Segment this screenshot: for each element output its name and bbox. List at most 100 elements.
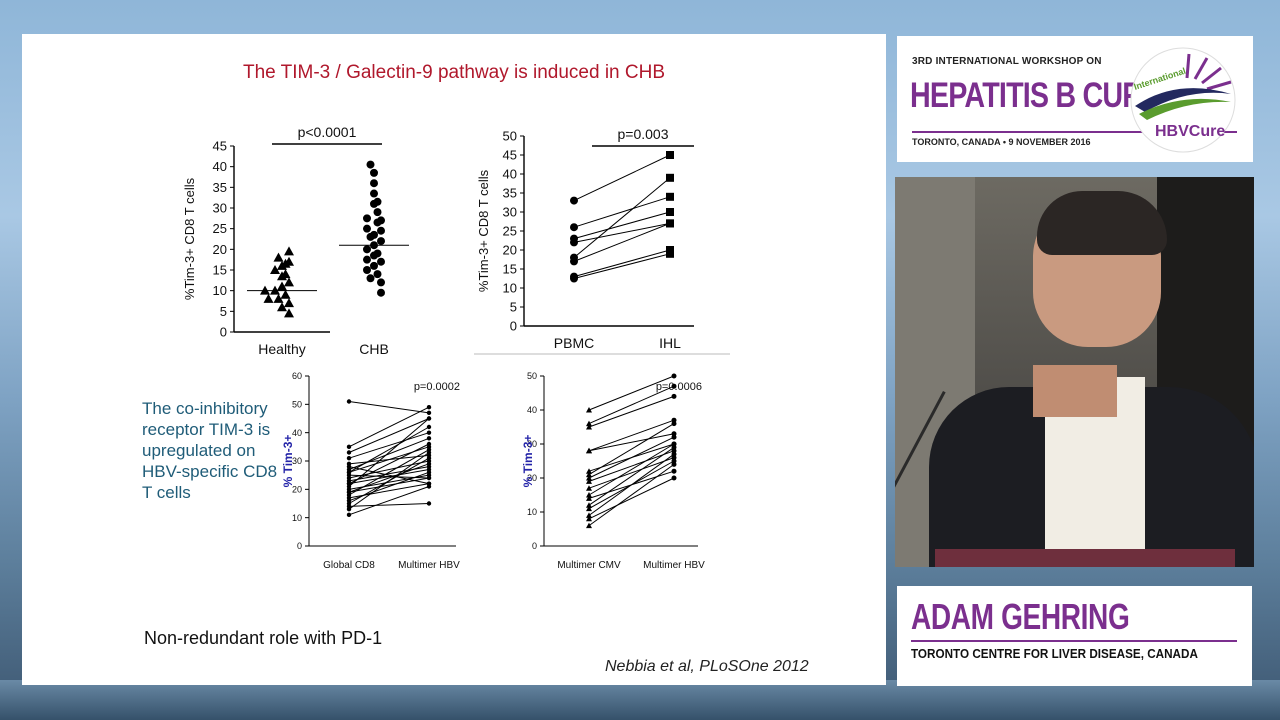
pair-line	[573, 222, 671, 243]
pair-line	[573, 253, 671, 279]
data-point-circle	[377, 288, 385, 297]
data-point-circle	[570, 223, 578, 232]
pair-line	[573, 211, 671, 240]
data-point-triangle	[260, 285, 270, 295]
data-point-circle	[671, 451, 677, 457]
data-point-circle	[373, 208, 382, 217]
x-category-label: Multimer HBV	[643, 560, 705, 571]
y-tick-label: 30	[527, 439, 537, 449]
workshop-superscript: 3RD INTERNATIONAL WORKSHOP ON	[912, 56, 1102, 67]
data-point-circle	[346, 399, 352, 404]
workshop-banner: 3RD INTERNATIONAL WORKSHOP ON HEPATITIS …	[897, 36, 1253, 162]
bottom-note: Non-redundant role with PD-1	[144, 628, 383, 648]
data-point-circle	[346, 470, 352, 475]
y-tick-label: 0	[220, 325, 227, 340]
data-point-circle	[426, 461, 432, 467]
pair-line	[573, 222, 671, 262]
x-category-label: CHB	[359, 341, 389, 357]
pair-line	[588, 423, 675, 476]
data-point-circle	[671, 421, 677, 427]
pair-line	[588, 433, 675, 452]
data-point-circle	[671, 461, 677, 467]
speaker-affiliation: TORONTO CENTRE FOR LIVER DISEASE, CANADA	[911, 646, 1198, 661]
y-tick-label: 0	[297, 541, 302, 551]
data-point-circle	[346, 506, 352, 512]
data-point-circle	[671, 468, 677, 474]
data-point-triangle	[586, 505, 592, 512]
y-tick-label: 20	[213, 242, 227, 257]
p-value-annotation: p=0.0006	[656, 381, 702, 393]
data-point-circle	[370, 168, 378, 177]
speaker-video	[895, 177, 1254, 567]
pair-line	[588, 453, 675, 516]
data-point-triangle	[284, 246, 294, 256]
y-tick-label: 30	[292, 456, 302, 466]
logo-main-text: HBVCure	[1155, 123, 1225, 140]
pair-line	[573, 177, 671, 258]
y-tick-label: 50	[527, 371, 537, 381]
chart-paired-pbmc-ihl: 0 5 10 15 20 25 30 35 40 45 50 PBMC IHL %Tim-3+ CD8 T…	[476, 126, 694, 351]
data-point-triangle	[586, 420, 592, 427]
data-point-triangle	[270, 265, 280, 274]
chart-paired-global-hbv: 0 10 20 30 40 50 60 Global CD8 Multimer HBV % Tim…	[281, 371, 460, 571]
x-category-label: PBMC	[554, 335, 594, 351]
pair-line	[348, 503, 430, 507]
data-point-triangle	[586, 495, 592, 501]
data-point-circle	[373, 218, 382, 227]
data-point-triangle	[284, 308, 294, 318]
y-tick-label: 30	[213, 201, 227, 216]
data-point-circle	[426, 455, 432, 461]
data-point-circle	[363, 245, 371, 254]
charts-canvas: 0 5 10 15 20 25 30 35 40 45 Healthy CHB %Tim-3+ CD8 …	[182, 124, 730, 571]
data-point-circle	[366, 274, 375, 283]
data-point-circle	[570, 238, 578, 247]
y-tick-label: 40	[503, 167, 517, 182]
data-point-circle	[363, 266, 371, 274]
pair-line	[348, 477, 430, 493]
data-point-circle	[426, 484, 432, 489]
data-point-triangle	[273, 293, 284, 303]
data-point-circle	[373, 270, 382, 279]
y-tick-label: 30	[503, 205, 517, 220]
presentation-slide: The TIM-3 / Galectin-9 pathway is induce…	[22, 34, 886, 685]
pair-line	[588, 395, 675, 428]
citation: Nebbia et al, PLoSOne 2012	[605, 658, 809, 675]
data-point-circle	[426, 501, 432, 506]
data-point-triangle	[586, 468, 592, 474]
data-point-circle	[671, 373, 677, 379]
name-rule	[911, 640, 1237, 642]
data-point-circle	[366, 160, 375, 169]
pair-line	[588, 457, 675, 489]
pair-line	[348, 401, 430, 414]
data-point-circle	[370, 189, 378, 198]
y-axis-label: % Tim-3+	[521, 435, 535, 488]
data-point-triangle	[284, 277, 294, 287]
y-tick-label: 5	[510, 300, 517, 315]
slide-title: The TIM-3 / Galectin-9 pathway is induce…	[242, 62, 666, 83]
pair-line	[588, 477, 675, 520]
y-tick-label: 0	[532, 541, 537, 551]
data-point-circle	[377, 226, 385, 235]
pair-line	[588, 419, 675, 452]
data-point-square	[666, 249, 674, 258]
data-point-square	[666, 173, 674, 182]
p-value-annotation: p=0.0002	[414, 381, 460, 393]
left-note: The co-inhibitory receptor TIM-3 is upre…	[142, 399, 278, 502]
data-point-circle	[426, 436, 432, 441]
y-tick-label: 35	[213, 180, 227, 195]
y-axis-label: %Tim-3+ CD8 T cells	[476, 169, 491, 292]
pair-line	[573, 249, 671, 278]
data-point-circle	[377, 257, 385, 266]
data-point-circle	[426, 430, 432, 435]
y-tick-label: 20	[527, 473, 537, 483]
data-point-square	[666, 208, 674, 216]
pair-line	[573, 196, 671, 228]
data-point-circle	[671, 475, 677, 481]
data-point-circle	[426, 416, 432, 421]
pair-line	[348, 426, 430, 473]
y-tick-label: 10	[527, 507, 537, 517]
y-tick-label: 0	[510, 319, 517, 334]
workshop-name: HEPATITIS B CURE	[910, 76, 1161, 115]
y-tick-label: 50	[503, 129, 517, 144]
y-tick-label: 20	[292, 484, 302, 494]
